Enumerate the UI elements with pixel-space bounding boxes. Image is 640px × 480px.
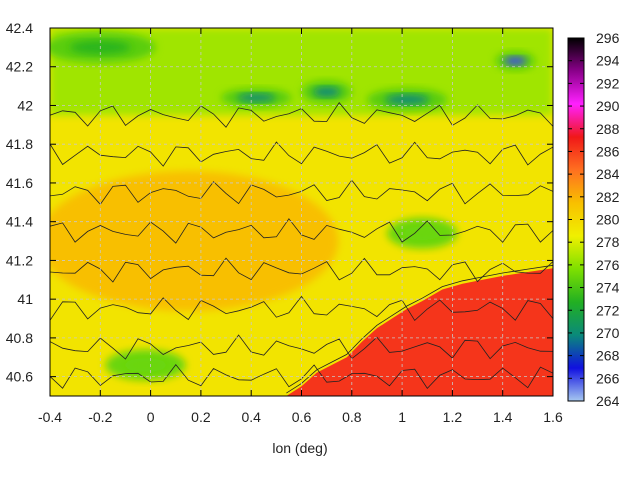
x-tick-label: -0.4 [38,409,62,425]
cold-core-5 [402,226,442,241]
x-tick-label: 1 [398,409,406,425]
cold-core-6 [123,358,168,372]
cold-core-3 [384,94,430,105]
y-tick-label: 41.6 [6,175,33,191]
y-tick-label: 41.8 [6,136,33,152]
colorbar-tick-label: 276 [596,257,620,273]
x-tick-label: 1.2 [443,409,463,425]
x-axis-title: lon (deg) [272,440,327,456]
y-tick-label: 41.2 [6,252,33,268]
x-tick-label: 0.2 [191,409,211,425]
colorbar-tick-label: 282 [596,189,620,205]
cold-core-4 [504,56,527,66]
y-tick-label: 42.4 [6,20,33,36]
colorbar-tick-label: 296 [596,30,620,46]
x-tick-label: 0.4 [241,409,261,425]
x-tick-label: 1.6 [543,409,563,425]
colorbar-tick-label: 284 [596,166,620,182]
cold-core-1 [236,93,276,103]
colorbar-tick-label: 270 [596,325,620,341]
y-tick-label: 41 [17,291,33,307]
contour-line [50,295,553,322]
y-tick-label: 42 [17,97,33,113]
sea-region [286,268,553,396]
heatmap-field [50,28,553,396]
colorbar-tick-label: 290 [596,98,620,114]
colorbar-tick-label: 272 [596,302,620,318]
x-axis-ticks: -0.4 -0.2 0 0.2 0.4 0.6 0.8 1 1.2 1.4 1.6 [38,28,563,425]
colorbar-tick-label: 294 [596,53,620,69]
colorbar-ticks: 264 266 268 270 272 274 276 278 280 282 284 286 288 2… [568,30,620,409]
cold-core-2 [312,86,341,98]
x-tick-label: -0.2 [88,409,112,425]
y-tick-label: 40.6 [6,369,33,385]
colorbar-tick-label: 274 [596,280,620,296]
y-tick-label: 41.4 [6,214,33,230]
colorbar-tick-label: 268 [596,348,620,364]
colorbar-tick-label: 286 [596,143,620,159]
colorbar-tick-label: 280 [596,212,620,228]
x-tick-label: 0.6 [292,409,312,425]
x-tick-label: 0.8 [342,409,362,425]
y-axis-ticks: 40.6 40.8 41 41.2 41.4 41.6 41.8 42 42.2 42.4 [6,20,553,385]
interior-warm-zone [50,171,339,312]
coast-contour [286,264,553,394]
y-tick-label: 40.8 [6,330,33,346]
x-tick-label: 0 [147,409,155,425]
colorbar-tick-label: 288 [596,121,620,137]
x-tick-label: 1.4 [493,409,513,425]
colorbar-tick-label: 292 [596,75,620,91]
y-tick-label: 42.2 [6,59,33,75]
colorbar-tick-label: 264 [596,393,620,409]
contour-line [50,141,553,167]
grid-lines [50,28,553,396]
colorbar-tick-label: 278 [596,234,620,250]
colorbar-tick-label: 266 [596,370,620,386]
